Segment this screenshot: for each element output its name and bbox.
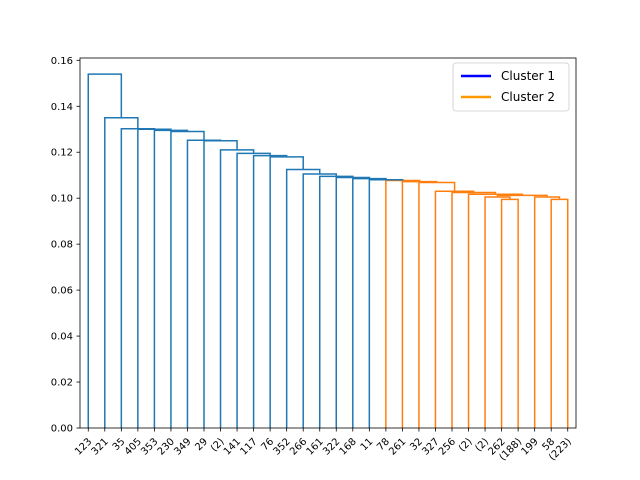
dendrogram-link [252, 154, 288, 428]
dendrogram-link [236, 152, 271, 428]
dendrogram-link [302, 173, 338, 428]
dendrogram-link [104, 117, 139, 428]
plot-frame [79, 57, 577, 429]
legend: Cluster 1 Cluster 2 [452, 62, 570, 112]
dendrogram-link [434, 190, 475, 428]
dendrogram-link [496, 194, 548, 198]
y-tick-label: 0.10 [51, 194, 73, 205]
y-tick-label: 0.02 [51, 378, 73, 389]
y-tick-label: 0.16 [51, 56, 73, 67]
dendrogram-link [269, 156, 304, 428]
dendrogram-link [401, 180, 438, 428]
y-axis: 0.00 0.02 0.04 0.06 0.08 0.10 0.12 0.14 0.16 [51, 56, 80, 435]
y-tick-label: 0.06 [51, 286, 73, 297]
plot-area [87, 73, 569, 428]
legend-label-cluster-1: Cluster 1 [501, 69, 555, 83]
y-tick-label: 0.14 [51, 102, 73, 113]
y-tick-label: 0.00 [51, 424, 73, 435]
y-tick-label: 0.04 [51, 332, 73, 343]
dendrogram-link [285, 168, 321, 428]
legend-label-cluster-2: Cluster 2 [501, 90, 555, 104]
dendrogram-link [120, 128, 156, 428]
dendrogram-link [467, 193, 524, 428]
y-tick-label: 0.12 [51, 148, 73, 159]
dendrogram-link [87, 73, 123, 428]
y-tick-label: 0.08 [51, 240, 73, 251]
dendrogram-link [385, 179, 421, 428]
